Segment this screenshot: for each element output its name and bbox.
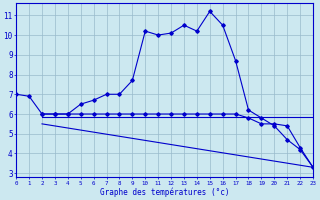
X-axis label: Graphe des températures (°c): Graphe des températures (°c)	[100, 187, 229, 197]
